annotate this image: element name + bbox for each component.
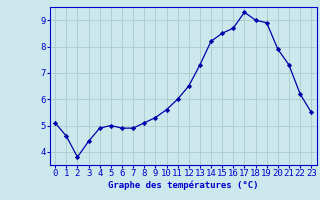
- X-axis label: Graphe des températures (°C): Graphe des températures (°C): [108, 181, 259, 190]
